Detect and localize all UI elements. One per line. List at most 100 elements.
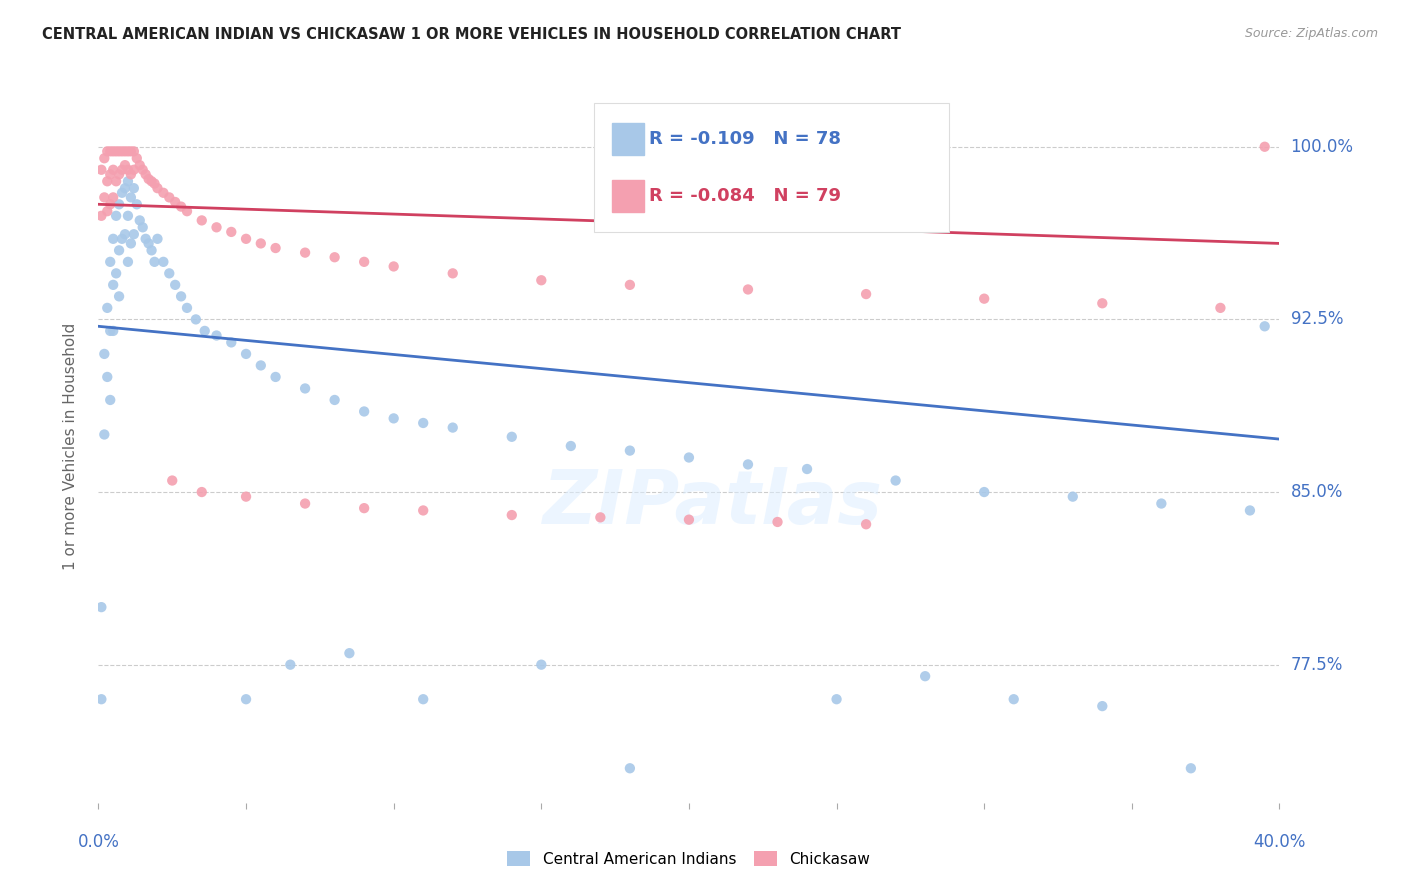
Point: [122, 227, 145, 242]
Point: [441, 420, 464, 434]
Point: [125, 197, 148, 211]
Point: [117, 174, 139, 188]
Point: [93, 151, 115, 165]
Point: [165, 194, 187, 209]
Point: [98, 255, 121, 269]
Point: [353, 404, 375, 418]
Point: [90, 692, 112, 706]
Text: 100.0%: 100.0%: [1291, 137, 1354, 156]
Point: [114, 145, 136, 159]
Point: [98, 197, 121, 211]
Point: [108, 244, 131, 258]
Point: [264, 370, 287, 384]
Point: [105, 209, 128, 223]
Point: [382, 411, 405, 425]
Point: [114, 158, 136, 172]
Point: [98, 324, 121, 338]
Point: [93, 347, 115, 361]
Point: [235, 232, 257, 246]
Point: [973, 485, 995, 500]
Point: [278, 657, 302, 672]
Point: [294, 245, 316, 260]
Point: [120, 236, 142, 251]
Point: [141, 244, 163, 258]
Point: [93, 190, 115, 204]
Point: [146, 232, 169, 246]
Point: [235, 490, 257, 504]
Point: [219, 335, 242, 350]
Point: [250, 236, 273, 251]
Point: [191, 213, 214, 227]
Point: [111, 145, 134, 159]
Point: [103, 277, 125, 292]
Point: [530, 657, 553, 672]
Point: [250, 359, 273, 373]
Point: [120, 167, 142, 181]
Point: [1062, 490, 1084, 504]
Point: [117, 255, 139, 269]
Point: [678, 513, 700, 527]
Point: [170, 289, 193, 303]
Point: [412, 692, 434, 706]
Point: [353, 501, 375, 516]
Point: [1002, 692, 1025, 706]
Point: [1239, 503, 1261, 517]
Point: [1150, 497, 1173, 511]
Point: [93, 427, 115, 442]
Point: [96, 370, 118, 384]
Point: [111, 232, 134, 246]
Point: [176, 204, 198, 219]
Point: [184, 312, 207, 326]
Point: [128, 213, 150, 227]
Point: [1180, 761, 1202, 775]
Point: [132, 162, 155, 177]
Point: [441, 266, 464, 280]
Point: [855, 287, 877, 301]
Point: [141, 174, 163, 188]
Point: [152, 186, 174, 200]
Point: [1254, 319, 1277, 334]
Point: [120, 190, 142, 204]
Point: [501, 508, 523, 522]
Point: [1091, 296, 1114, 310]
Y-axis label: 1 or more Vehicles in Household: 1 or more Vehicles in Household: [63, 322, 77, 570]
Point: [122, 181, 145, 195]
Point: [294, 497, 316, 511]
Point: [138, 236, 160, 251]
Point: [90, 600, 112, 615]
Point: [117, 145, 139, 159]
Point: [108, 167, 131, 181]
Point: [96, 301, 118, 315]
Point: [337, 646, 360, 660]
Point: [191, 485, 214, 500]
Point: [855, 517, 877, 532]
Point: [737, 283, 759, 297]
Point: [90, 162, 112, 177]
Point: [103, 190, 125, 204]
Point: [1209, 301, 1232, 315]
Bar: [612, 180, 644, 212]
Point: [825, 692, 848, 706]
Point: [157, 190, 180, 204]
Legend: Central American Indians, Chickasaw: Central American Indians, Chickasaw: [508, 851, 870, 866]
Point: [560, 439, 582, 453]
Point: [143, 255, 166, 269]
Point: [294, 381, 316, 395]
Point: [382, 260, 405, 274]
Point: [103, 324, 125, 338]
Point: [120, 145, 142, 159]
Text: 0.0%: 0.0%: [77, 833, 120, 851]
Text: R = -0.084   N = 79: R = -0.084 N = 79: [650, 187, 841, 205]
Point: [412, 416, 434, 430]
Point: [766, 515, 789, 529]
Point: [108, 289, 131, 303]
Point: [96, 204, 118, 219]
Point: [1254, 140, 1277, 154]
Point: [105, 266, 128, 280]
Point: [619, 443, 641, 458]
Point: [737, 458, 759, 472]
Point: [117, 209, 139, 223]
Point: [128, 158, 150, 172]
Text: CENTRAL AMERICAN INDIAN VS CHICKASAW 1 OR MORE VEHICLES IN HOUSEHOLD CORRELATION: CENTRAL AMERICAN INDIAN VS CHICKASAW 1 O…: [42, 27, 901, 42]
Text: 85.0%: 85.0%: [1291, 483, 1343, 501]
